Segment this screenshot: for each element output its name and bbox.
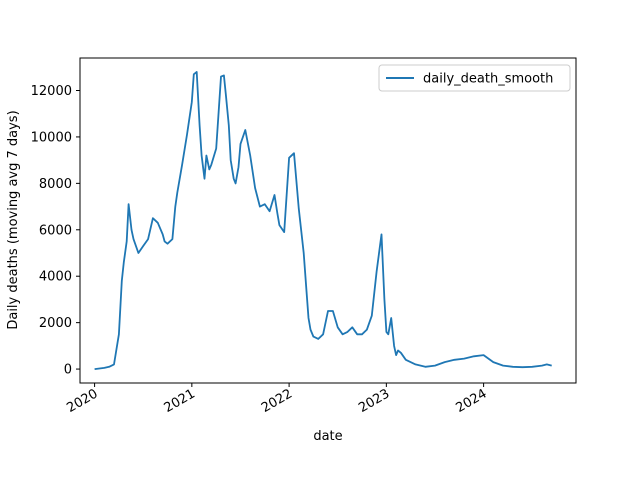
y-tick-label: 6000	[39, 223, 72, 238]
y-axis: 0 2000 4000 6000 8000 10000 12000	[31, 84, 80, 378]
y-tick-label: 8000	[39, 177, 72, 192]
x-tick-label: 2023	[356, 386, 392, 416]
y-tick-label: 4000	[39, 270, 72, 285]
axes-frame	[79, 57, 577, 384]
y-tick-label: 12000	[31, 84, 72, 99]
x-tick-label: 2021	[162, 386, 198, 416]
legend-box	[378, 64, 571, 92]
y-tick-label: 10000	[31, 130, 72, 145]
x-tick-label: 2020	[64, 386, 100, 416]
y-tick-label: 0	[64, 363, 72, 378]
x-axis-label: date	[313, 429, 342, 444]
series-line-daily-death-smooth	[94, 71, 552, 370]
legend-entry-label: daily_death_smooth	[423, 72, 553, 87]
y-tick-label: 2000	[39, 316, 72, 331]
y-axis-label: Daily deaths (moving avg 7 days)	[6, 110, 21, 329]
x-tick-label: 2022	[259, 386, 295, 416]
x-axis: 2020 2021 2022 2023 2024	[64, 383, 490, 416]
plot-area	[79, 57, 577, 384]
legend: daily_death_smooth	[378, 64, 571, 92]
x-tick-label: 2024	[453, 386, 489, 416]
